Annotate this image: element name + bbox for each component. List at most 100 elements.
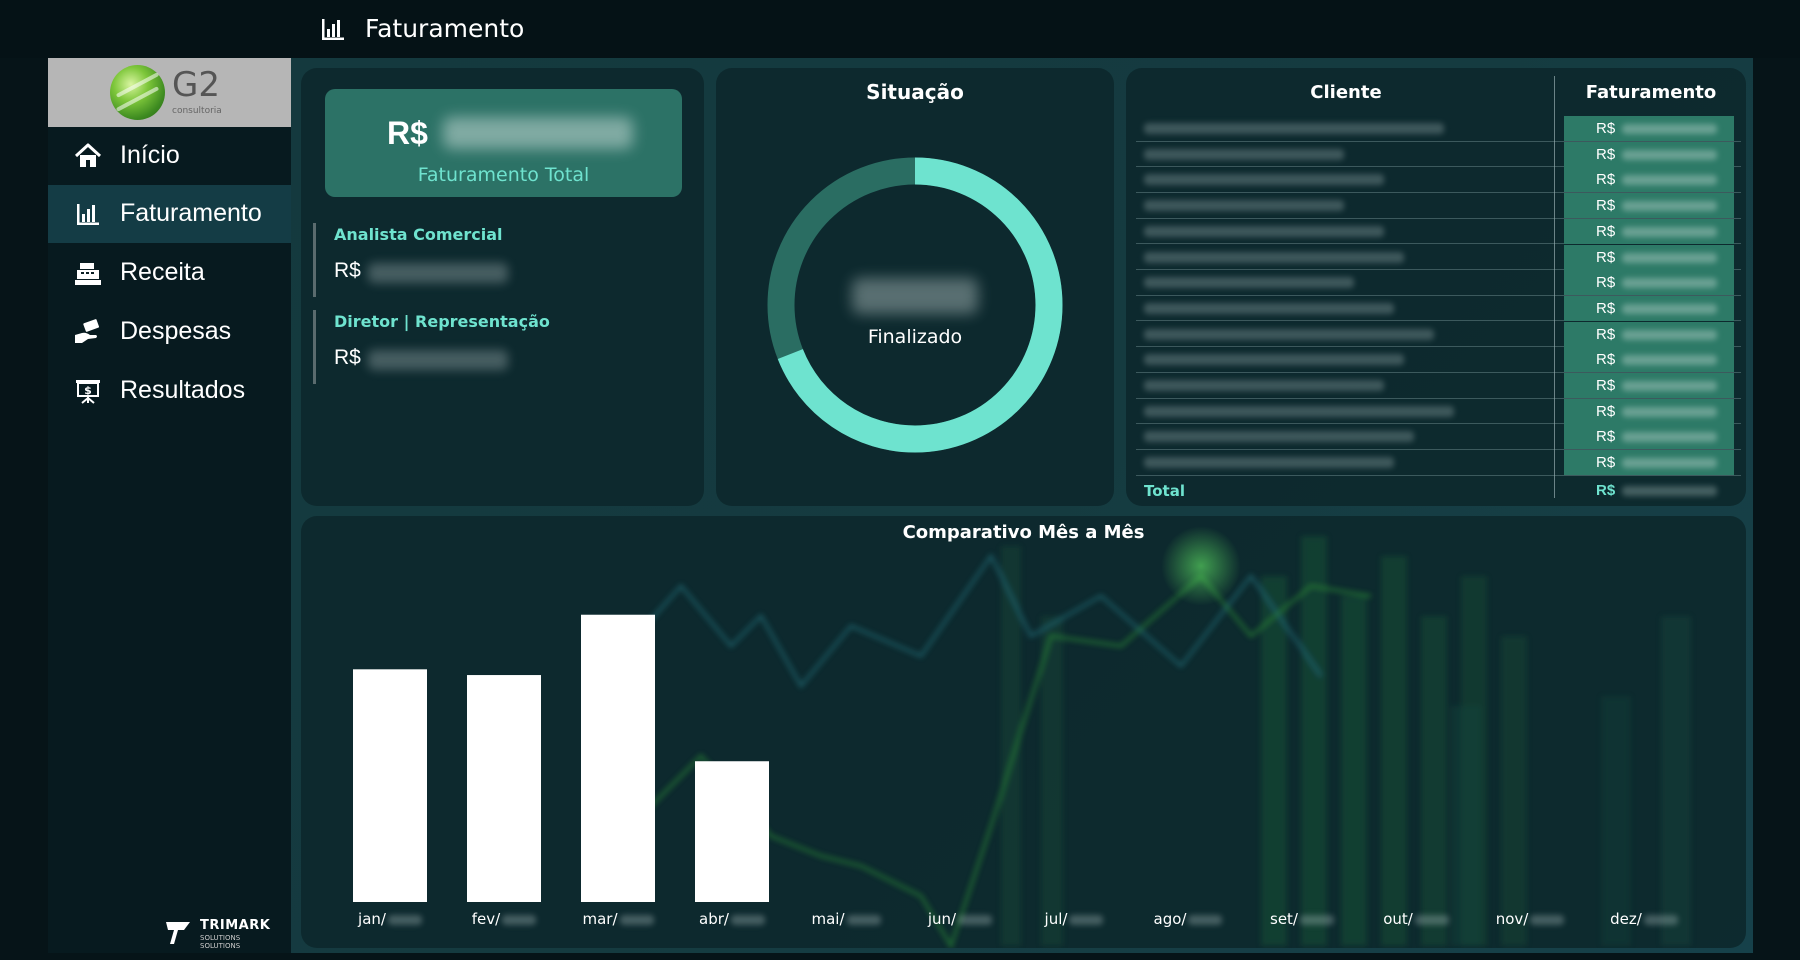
- table-row[interactable]: R$: [1136, 450, 1741, 476]
- column-divider: [1554, 76, 1555, 498]
- bar-mar[interactable]: [581, 614, 655, 902]
- revenue-cell: R$: [1564, 141, 1734, 167]
- x-tick-text: fev/: [471, 910, 501, 928]
- bar-chart-icon: [77, 204, 99, 225]
- situation-donut-chart[interactable]: [762, 152, 1068, 458]
- client-revenue-table: Cliente Faturamento R$ R$ R$ R$ R$ R$ R$ R$ R$ R$…: [1126, 68, 1746, 506]
- svg-text:$: $: [84, 384, 92, 397]
- analyst-commercial-kpi[interactable]: Analista Comercial R$: [313, 223, 673, 297]
- x-tick-label: mai/: [791, 910, 901, 928]
- revenue-cell: R$: [1564, 450, 1734, 476]
- top-header: Faturamento: [0, 0, 1800, 58]
- table-row[interactable]: R$: [1136, 218, 1741, 245]
- x-tick-label: fev/: [449, 910, 559, 928]
- trimark-name: TRIMARK: [200, 918, 271, 933]
- g2-logo[interactable]: G2 consultoria: [48, 58, 291, 127]
- revenue-value-redacted: [1622, 124, 1717, 134]
- x-tick-year-redacted: [1299, 914, 1334, 925]
- column-header-client[interactable]: Cliente: [1310, 82, 1382, 103]
- sidebar-item-inicio[interactable]: Início: [48, 127, 291, 185]
- revenue-cell: R$: [1564, 244, 1734, 270]
- revenue-cell: R$: [1564, 218, 1734, 244]
- x-tick-year-redacted: [1414, 914, 1449, 925]
- donut-finalized-arc[interactable]: [767, 157, 1063, 453]
- x-tick-label: out/: [1361, 910, 1471, 928]
- director-kpi[interactable]: Diretor | Representação R$: [313, 310, 673, 384]
- client-name-redacted: [1144, 277, 1354, 289]
- sidebar-item-resultados[interactable]: $ Resultados: [48, 362, 291, 420]
- bar-fev[interactable]: [467, 675, 541, 902]
- home-icon: [74, 143, 102, 167]
- table-row[interactable]: R$: [1136, 373, 1741, 399]
- x-tick-label: abr/: [677, 910, 787, 928]
- revenue-value-redacted: [1622, 432, 1717, 443]
- revenue-value-redacted: [1622, 329, 1717, 340]
- column-header-revenue[interactable]: Faturamento: [1585, 82, 1717, 103]
- revenue-value-redacted: [1622, 278, 1717, 289]
- table-body[interactable]: R$ R$ R$ R$ R$ R$ R$ R$ R$ R$ R$ R$ R$ R$: [1136, 116, 1741, 477]
- table-row[interactable]: R$: [1136, 116, 1741, 142]
- revenue-value-redacted: [1622, 201, 1717, 212]
- table-row[interactable]: R$: [1136, 141, 1741, 168]
- revenue-value-redacted: [1622, 226, 1717, 237]
- donut-label: Finalizado: [867, 326, 963, 348]
- table-row[interactable]: R$: [1136, 424, 1741, 450]
- table-row[interactable]: R$: [1136, 321, 1741, 348]
- client-name-redacted: [1144, 302, 1394, 314]
- cash-register-icon: [75, 263, 101, 285]
- trimark-subtitle-2: SOLUTIONS: [200, 942, 241, 950]
- revenue-cell: R$: [1564, 116, 1734, 141]
- revenue-cell: R$: [1564, 270, 1734, 296]
- table-row[interactable]: R$: [1136, 398, 1741, 425]
- revenue-cell: R$: [1564, 347, 1734, 373]
- situation-card: Situação Finalizado: [716, 68, 1114, 506]
- client-name-redacted: [1144, 123, 1444, 134]
- total-revenue-kpi[interactable]: R$ Faturamento Total: [325, 89, 682, 197]
- client-name-redacted: [1144, 380, 1384, 391]
- table-row[interactable]: R$: [1136, 347, 1741, 373]
- trimark-logo-icon: [166, 922, 190, 944]
- total-currency: R$: [1596, 482, 1616, 499]
- sub-kpi-label: Diretor | Representação: [334, 312, 550, 331]
- revenue-currency: R$: [1596, 274, 1616, 292]
- table-row[interactable]: R$: [1136, 167, 1741, 193]
- revenue-currency: R$: [1596, 351, 1616, 369]
- table-row[interactable]: R$: [1136, 270, 1741, 296]
- monthly-bar-chart[interactable]: [301, 516, 1746, 948]
- x-tick-label: ago/: [1133, 910, 1243, 928]
- sidebar-item-faturamento[interactable]: Faturamento: [48, 185, 291, 243]
- x-tick-year-redacted: [1530, 914, 1565, 925]
- sidebar-item-receita[interactable]: Receita: [48, 244, 291, 302]
- sub-kpi-label: Analista Comercial: [334, 225, 503, 244]
- monthly-comparison-card: Comparativo Mês a Mês jan/fev/mar/abr/ma…: [301, 516, 1746, 948]
- total-label: Total: [1144, 482, 1185, 500]
- donut-percentage-redacted: [852, 278, 978, 314]
- x-tick-text: nov/: [1495, 910, 1529, 928]
- table-row[interactable]: R$: [1136, 193, 1741, 219]
- table-row[interactable]: R$: [1136, 295, 1741, 322]
- client-name-redacted: [1144, 457, 1394, 469]
- sub-kpi-value-redacted: [368, 350, 508, 370]
- presentation-dollar-icon: $: [76, 380, 100, 404]
- revenue-currency: R$: [1596, 454, 1616, 472]
- sidebar-item-despesas[interactable]: Despesas: [48, 303, 291, 361]
- client-name-redacted: [1144, 200, 1344, 212]
- client-name-redacted: [1144, 148, 1344, 160]
- logo-brand: G2: [172, 65, 220, 105]
- dashboard-canvas: R$ Faturamento Total Analista Comercial …: [291, 58, 1753, 953]
- bar-jan[interactable]: [353, 669, 427, 902]
- sidebar-item-label: Início: [120, 141, 180, 169]
- table-row[interactable]: R$: [1136, 244, 1741, 270]
- bar-abr[interactable]: [695, 761, 769, 902]
- x-tick-text: abr/: [699, 910, 729, 928]
- revenue-currency: R$: [1596, 428, 1616, 446]
- x-tick-label: jun/: [905, 910, 1015, 928]
- client-name-redacted: [1144, 225, 1384, 237]
- revenue-currency: R$: [1596, 402, 1616, 420]
- x-tick-label: set/: [1247, 910, 1357, 928]
- donut-title: Situação: [866, 80, 964, 104]
- x-tick-label: jan/: [335, 910, 445, 928]
- client-name-redacted: [1144, 354, 1404, 366]
- hand-money-icon: [75, 319, 100, 343]
- revenue-currency: R$: [1596, 145, 1616, 163]
